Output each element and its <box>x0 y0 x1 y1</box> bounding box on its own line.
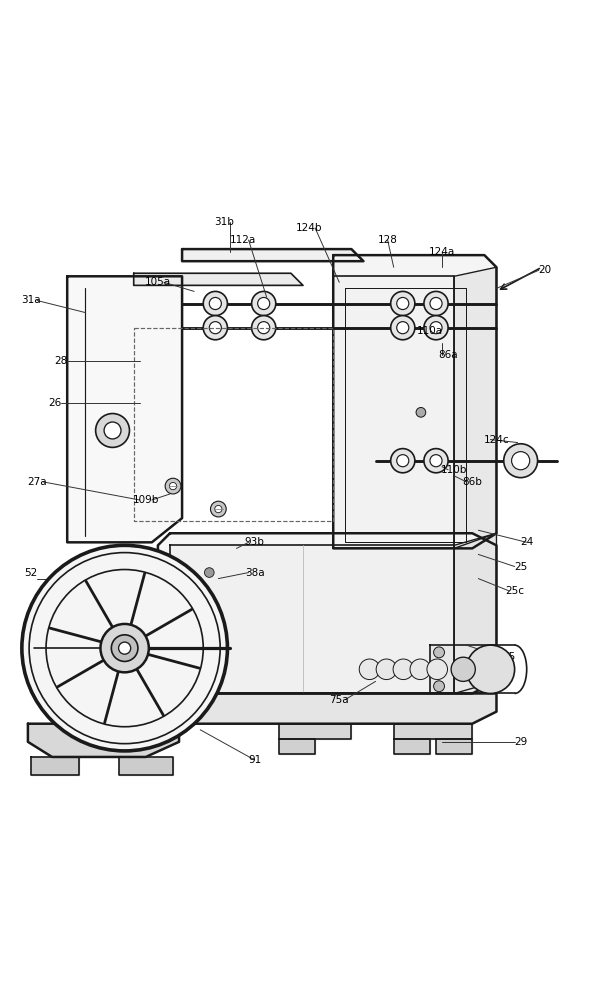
Circle shape <box>424 449 448 473</box>
Polygon shape <box>430 645 496 693</box>
Circle shape <box>416 407 426 417</box>
Circle shape <box>258 297 270 310</box>
Text: 26: 26 <box>48 398 62 408</box>
Polygon shape <box>182 249 364 261</box>
Circle shape <box>424 291 448 316</box>
Circle shape <box>359 659 380 680</box>
Text: 128: 128 <box>378 235 398 245</box>
Text: 24: 24 <box>520 537 533 547</box>
Text: 28: 28 <box>55 356 68 366</box>
Polygon shape <box>31 757 79 775</box>
Circle shape <box>397 297 409 310</box>
Circle shape <box>104 422 121 439</box>
Text: 25c: 25c <box>505 586 524 596</box>
Polygon shape <box>454 267 496 548</box>
Circle shape <box>393 659 414 680</box>
Polygon shape <box>333 255 496 548</box>
Polygon shape <box>454 533 496 693</box>
Polygon shape <box>394 724 472 739</box>
Circle shape <box>511 452 530 470</box>
Circle shape <box>430 322 442 334</box>
Polygon shape <box>67 276 182 542</box>
Circle shape <box>434 647 444 658</box>
Polygon shape <box>134 273 303 285</box>
Circle shape <box>101 624 149 672</box>
Circle shape <box>258 322 270 334</box>
Circle shape <box>119 642 131 654</box>
Circle shape <box>391 449 415 473</box>
Circle shape <box>203 291 227 316</box>
Text: 86a: 86a <box>438 350 458 360</box>
Text: 29: 29 <box>514 737 527 747</box>
Circle shape <box>466 645 514 693</box>
Text: 110b: 110b <box>441 465 467 475</box>
Polygon shape <box>333 276 454 548</box>
Text: 27a: 27a <box>27 477 47 487</box>
Circle shape <box>504 444 538 478</box>
Polygon shape <box>158 533 496 693</box>
Text: 124a: 124a <box>429 247 455 257</box>
Circle shape <box>165 478 181 494</box>
Circle shape <box>170 482 176 490</box>
Circle shape <box>251 316 276 340</box>
Circle shape <box>209 322 221 334</box>
Text: 91: 91 <box>248 755 261 765</box>
Circle shape <box>391 291 415 316</box>
Text: 110a: 110a <box>417 326 443 336</box>
Text: 112a: 112a <box>230 235 256 245</box>
Polygon shape <box>158 693 496 724</box>
Circle shape <box>434 681 444 692</box>
Circle shape <box>424 316 448 340</box>
Polygon shape <box>279 724 351 739</box>
Text: 25: 25 <box>514 562 527 572</box>
Text: 75a: 75a <box>330 695 349 705</box>
Polygon shape <box>170 545 454 693</box>
Text: 75: 75 <box>502 652 515 662</box>
Text: 38a: 38a <box>245 568 264 578</box>
Polygon shape <box>279 739 315 754</box>
Circle shape <box>204 568 214 577</box>
Circle shape <box>427 659 447 680</box>
Text: 124c: 124c <box>484 435 509 445</box>
Text: 31a: 31a <box>21 295 41 305</box>
Circle shape <box>376 659 397 680</box>
Circle shape <box>210 501 226 517</box>
Polygon shape <box>119 757 173 775</box>
Circle shape <box>112 635 138 661</box>
Circle shape <box>215 505 222 513</box>
Circle shape <box>209 297 221 310</box>
Text: 109b: 109b <box>133 495 159 505</box>
Circle shape <box>96 414 130 447</box>
Circle shape <box>397 455 409 467</box>
Polygon shape <box>394 739 430 754</box>
Text: 105a: 105a <box>145 277 171 287</box>
Text: 52: 52 <box>24 568 38 578</box>
Circle shape <box>451 657 475 681</box>
Text: 93b: 93b <box>245 537 265 547</box>
Text: 31b: 31b <box>215 217 235 227</box>
Circle shape <box>430 297 442 310</box>
Circle shape <box>430 455 442 467</box>
Circle shape <box>410 659 431 680</box>
Circle shape <box>203 316 227 340</box>
Circle shape <box>22 545 227 751</box>
Circle shape <box>397 322 409 334</box>
Text: 86b: 86b <box>462 477 482 487</box>
Polygon shape <box>436 739 472 754</box>
Text: 124b: 124b <box>296 223 322 233</box>
Polygon shape <box>28 724 179 757</box>
Text: 20: 20 <box>538 265 551 275</box>
Circle shape <box>251 291 276 316</box>
Circle shape <box>391 316 415 340</box>
